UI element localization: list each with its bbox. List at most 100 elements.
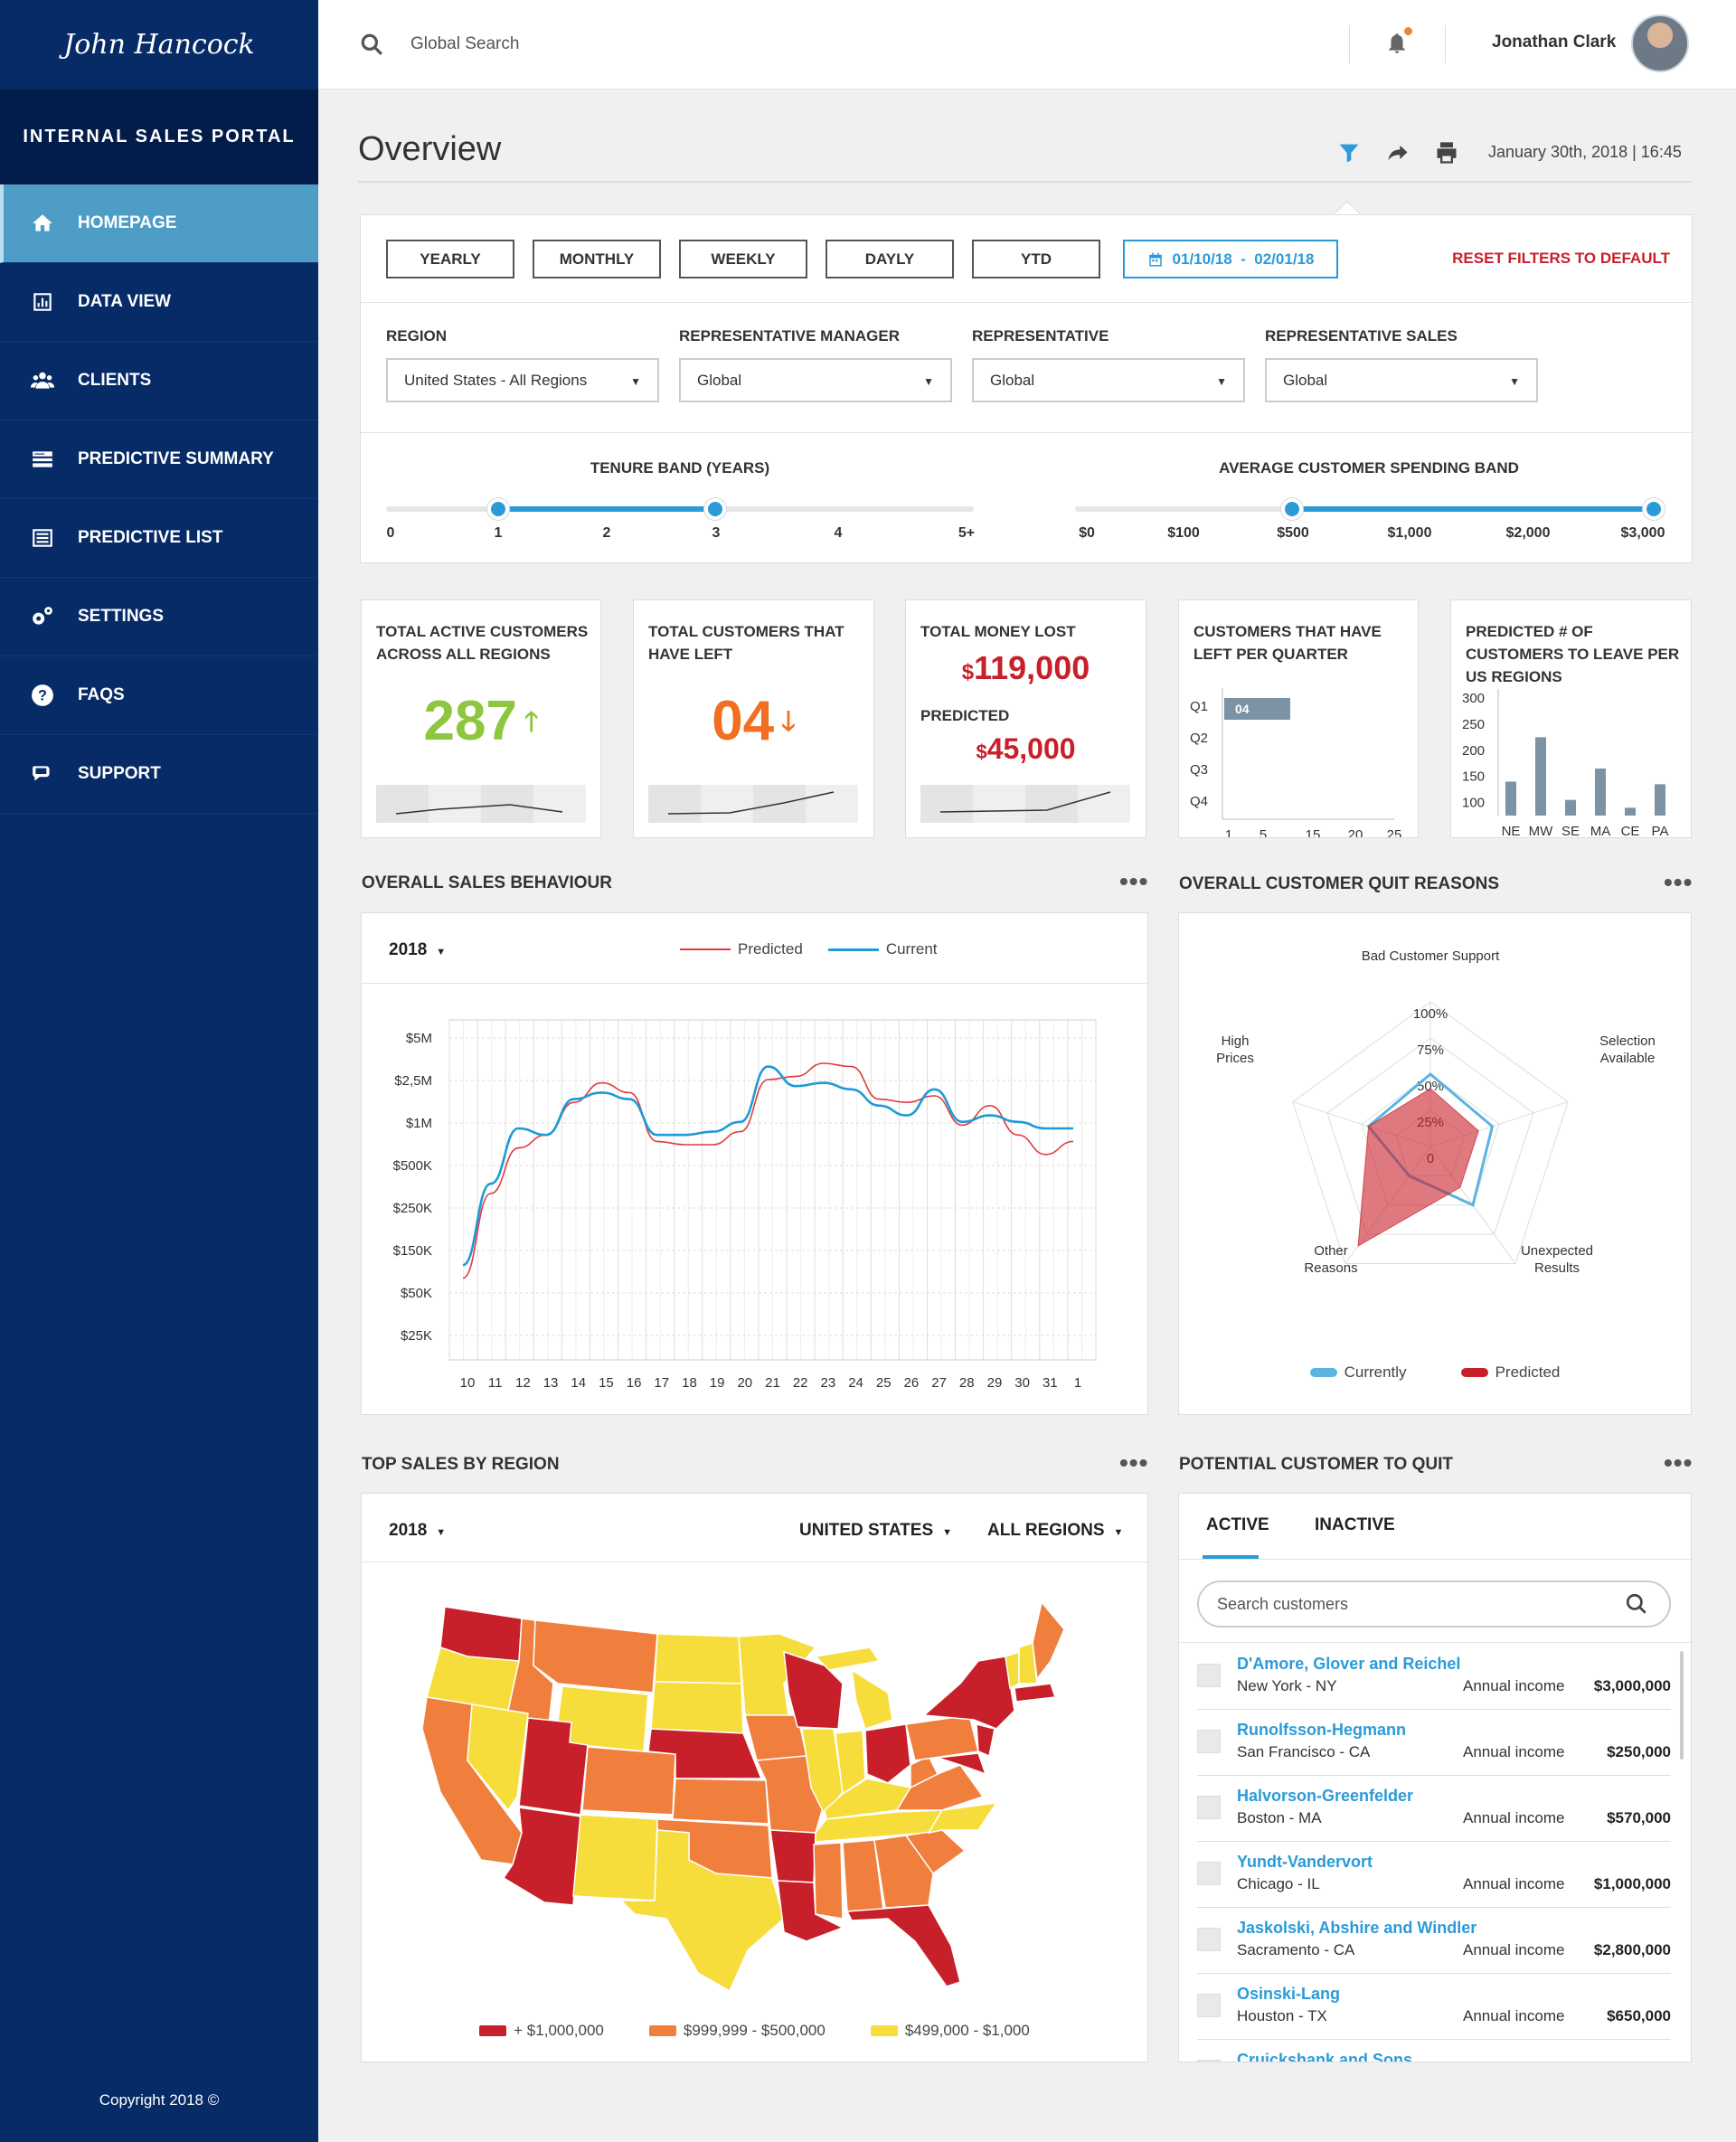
- us-map[interactable]: [418, 1593, 1069, 1991]
- state-nc[interactable]: [927, 1802, 998, 1835]
- state-ar[interactable]: [769, 1829, 816, 1883]
- state-sd[interactable]: [650, 1681, 744, 1734]
- state-ma[interactable]: [1014, 1683, 1057, 1703]
- search-icon[interactable]: [360, 33, 383, 56]
- period-daily-button[interactable]: DAYLY: [826, 240, 954, 278]
- global-search-input[interactable]: [410, 27, 772, 61]
- more-options-icon[interactable]: •••: [1664, 1448, 1694, 1477]
- sidebar-item-data-view[interactable]: DATA VIEW: [0, 263, 318, 342]
- row-checkbox[interactable]: [1197, 1664, 1221, 1687]
- period-yearly-button[interactable]: YEARLY: [386, 240, 514, 278]
- bell-icon[interactable]: [1385, 31, 1409, 56]
- sidebar-item-faqs[interactable]: ? FAQS: [0, 656, 318, 735]
- row-checkbox[interactable]: [1197, 1994, 1221, 2017]
- state-me[interactable]: [1032, 1600, 1065, 1681]
- customer-name-link[interactable]: Jaskolski, Abshire and Windler: [1237, 1919, 1477, 1937]
- state-in[interactable]: [835, 1730, 866, 1796]
- date-range-picker[interactable]: 01/10/18 - 02/01/18: [1123, 240, 1338, 278]
- state-oh[interactable]: [864, 1723, 911, 1784]
- state-ny[interactable]: [922, 1656, 1015, 1730]
- card-title: TOTAL MONEY LOST: [920, 623, 1076, 640]
- state-ks[interactable]: [672, 1778, 769, 1825]
- reset-filters-link[interactable]: RESET FILTERS TO DEFAULT: [1452, 250, 1670, 267]
- representative-select[interactable]: Global ▼: [972, 358, 1245, 402]
- sidebar-item-support[interactable]: SUPPORT: [0, 735, 318, 814]
- search-icon[interactable]: [1625, 1592, 1648, 1616]
- state-ms[interactable]: [813, 1842, 844, 1920]
- state-nj[interactable]: [976, 1723, 995, 1758]
- customer-row[interactable]: Yundt-Vandervort Chicago - IL Annual incom…: [1197, 1842, 1671, 1908]
- customer-row[interactable]: Osinski-Lang Houston - TX Annual income $65…: [1197, 1974, 1671, 2040]
- list-scrollbar[interactable]: [1680, 1651, 1684, 1760]
- more-options-icon[interactable]: •••: [1664, 868, 1694, 896]
- state-az[interactable]: [502, 1807, 581, 1906]
- state-md[interactable]: [937, 1752, 987, 1776]
- avatar[interactable]: [1631, 14, 1689, 72]
- sidebar-item-predictive-summary[interactable]: PREDICTIVE SUMMARY: [0, 420, 318, 499]
- customer-name-link[interactable]: Yundt-Vandervort: [1237, 1853, 1373, 1871]
- period-weekly-button[interactable]: WEEKLY: [679, 240, 807, 278]
- customer-name-link[interactable]: Cruickshank and Sons: [1237, 2051, 1413, 2062]
- row-checkbox[interactable]: [1197, 2060, 1221, 2062]
- row-checkbox[interactable]: [1197, 1730, 1221, 1753]
- rep-sales-select[interactable]: Global ▼: [1265, 358, 1538, 402]
- row-checkbox[interactable]: [1197, 1862, 1221, 1885]
- income-label: Annual income: [1463, 1941, 1565, 1958]
- share-icon[interactable]: [1385, 140, 1410, 165]
- spending-slider-max-handle[interactable]: [1643, 498, 1665, 520]
- state-nd[interactable]: [654, 1633, 742, 1684]
- tenure-slider-max-handle[interactable]: [704, 498, 726, 520]
- sidebar-item-predictive-list[interactable]: PREDICTIVE LIST: [0, 499, 318, 578]
- more-options-icon[interactable]: •••: [1119, 867, 1149, 895]
- customer-name-link[interactable]: Runolfsson-Hegmann: [1237, 1721, 1406, 1739]
- state-la[interactable]: [777, 1880, 844, 1942]
- customer-name-link[interactable]: D'Amore, Glover and Reichel: [1237, 1655, 1461, 1673]
- sidebar-item-homepage[interactable]: HOMEPAGE: [0, 184, 318, 263]
- state-nm[interactable]: [572, 1814, 658, 1901]
- map-year-dropdown[interactable]: 2018 ▼: [389, 1521, 446, 1541]
- customer-row[interactable]: Jaskolski, Abshire and Windler Sacramento…: [1197, 1908, 1671, 1974]
- period-ytd-button[interactable]: YTD: [972, 240, 1100, 278]
- period-monthly-button[interactable]: MONTHLY: [533, 240, 661, 278]
- state-nv[interactable]: [467, 1703, 529, 1812]
- legend-label: Predicted: [1495, 1364, 1561, 1381]
- sidebar-item-clients[interactable]: CLIENTS: [0, 342, 318, 420]
- customer-name-link[interactable]: Osinski-Lang: [1237, 1985, 1341, 2003]
- customer-search-input[interactable]: [1197, 1581, 1671, 1628]
- state-pa[interactable]: [905, 1714, 979, 1761]
- tab-inactive[interactable]: INACTIVE: [1315, 1515, 1395, 1534]
- x-tick-label: 1: [1074, 1375, 1081, 1391]
- x-tick-label: 20: [737, 1375, 752, 1391]
- y-tick-label: 250: [1462, 717, 1485, 732]
- filter-icon[interactable]: [1336, 140, 1362, 165]
- state-fl[interactable]: [845, 1904, 961, 1987]
- spending-slider-min-handle[interactable]: [1281, 498, 1303, 520]
- tenure-slider-min-handle[interactable]: [487, 498, 509, 520]
- tab-active[interactable]: ACTIVE: [1206, 1515, 1269, 1534]
- country-dropdown[interactable]: UNITED STATES ▼: [799, 1521, 952, 1541]
- state-tx[interactable]: [619, 1829, 785, 1991]
- divider: [362, 983, 1147, 984]
- regions-dropdown[interactable]: ALL REGIONS ▼: [987, 1521, 1123, 1541]
- customer-row[interactable]: Runolfsson-Hegmann San Francisco - CA Annu…: [1197, 1710, 1671, 1776]
- x-tick-label: 5: [1260, 827, 1267, 837]
- state-mi[interactable]: [814, 1647, 893, 1730]
- customer-row[interactable]: Cruickshank and SonsSeattle - WAAnnual i…: [1197, 2040, 1671, 2062]
- region-select[interactable]: United States - All Regions ▼: [386, 358, 659, 402]
- state-nh[interactable]: [1018, 1641, 1038, 1684]
- customer-row[interactable]: Halvorson-Greenfelder Boston - MA Annual i…: [1197, 1776, 1671, 1842]
- more-options-icon[interactable]: •••: [1119, 1448, 1149, 1477]
- sidebar-item-settings[interactable]: SETTINGS: [0, 578, 318, 656]
- customer-name-link[interactable]: Halvorson-Greenfelder: [1237, 1787, 1414, 1805]
- row-checkbox[interactable]: [1197, 1796, 1221, 1819]
- company-logo[interactable]: John Hancock: [63, 29, 255, 61]
- row-checkbox[interactable]: [1197, 1928, 1221, 1951]
- state-ut[interactable]: [518, 1717, 589, 1816]
- rep-manager-select[interactable]: Global ▼: [679, 358, 952, 402]
- state-co[interactable]: [581, 1746, 676, 1816]
- user-name[interactable]: Jonathan Clark: [1492, 33, 1617, 52]
- customer-row[interactable]: D'Amore, Glover and Reichel New York - NY…: [1197, 1644, 1671, 1710]
- print-icon[interactable]: [1434, 140, 1459, 165]
- year-dropdown[interactable]: 2018 ▼: [389, 940, 446, 960]
- state-mt[interactable]: [533, 1619, 658, 1694]
